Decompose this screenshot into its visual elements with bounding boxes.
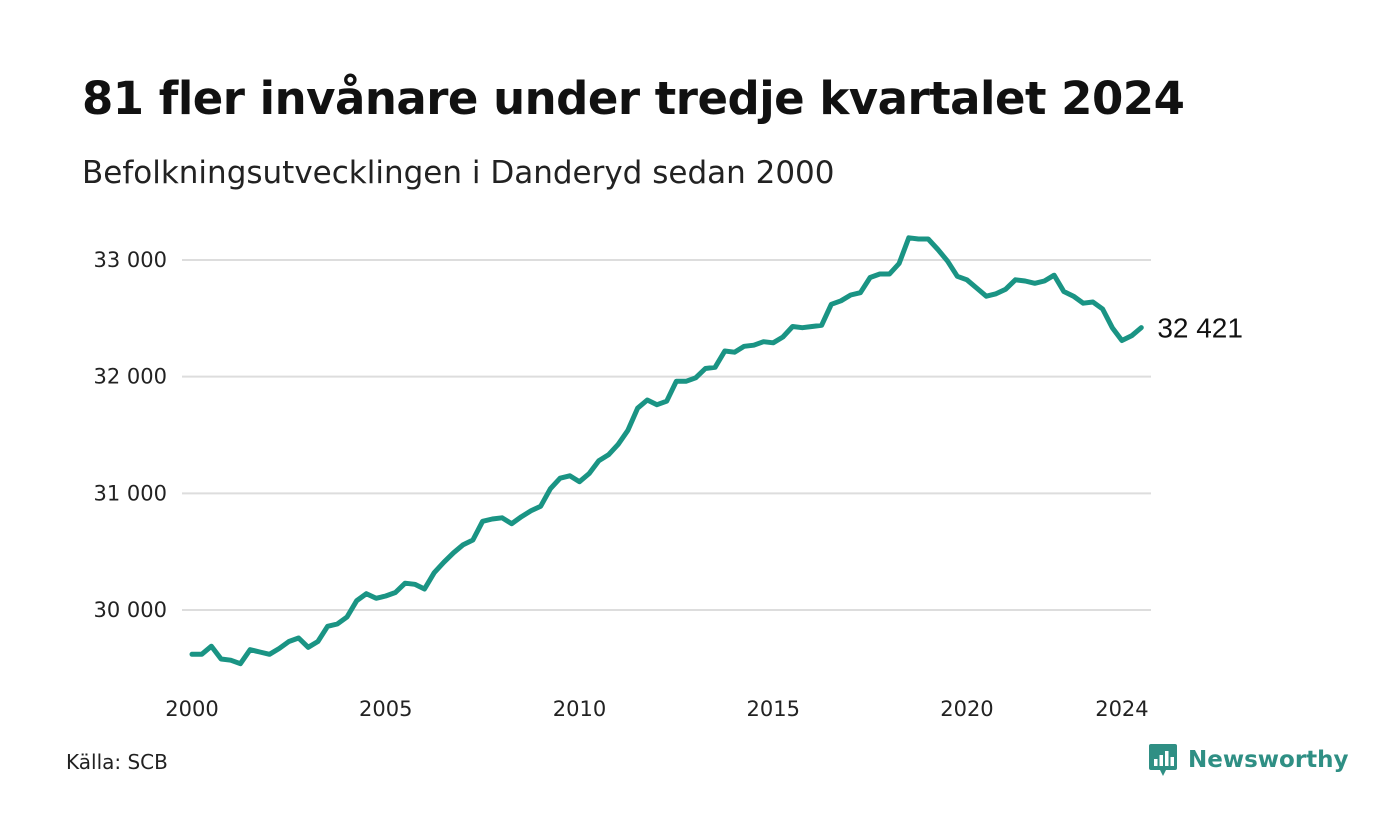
y-tick-label: 32 000 xyxy=(94,365,167,389)
chart-title: 81 fler invånare under tredje kvartalet … xyxy=(82,72,1185,125)
source-note: Källa: SCB xyxy=(66,750,168,774)
x-tick-label: 2020 xyxy=(940,697,993,721)
chart-subtitle: Befolkningsutvecklingen i Danderyd sedan… xyxy=(82,155,835,191)
x-tick-label: 2024 xyxy=(1095,697,1148,721)
end-value-label: 32 421 xyxy=(1157,313,1243,344)
x-tick-label: 2000 xyxy=(165,697,218,721)
y-tick-label: 33 000 xyxy=(94,248,167,272)
x-tick-label: 2015 xyxy=(746,697,799,721)
newsworthy-brand[interactable]: Newsworthy xyxy=(1148,742,1349,778)
population-series-line xyxy=(189,235,1144,667)
x-tick-label: 2005 xyxy=(359,697,412,721)
newsworthy-logo-icon xyxy=(1149,744,1177,776)
x-tick-label: 2010 xyxy=(553,697,606,721)
y-tick-label: 31 000 xyxy=(94,481,167,505)
brand-name: Newsworthy xyxy=(1188,747,1349,773)
y-tick-label: 30 000 xyxy=(94,598,167,622)
